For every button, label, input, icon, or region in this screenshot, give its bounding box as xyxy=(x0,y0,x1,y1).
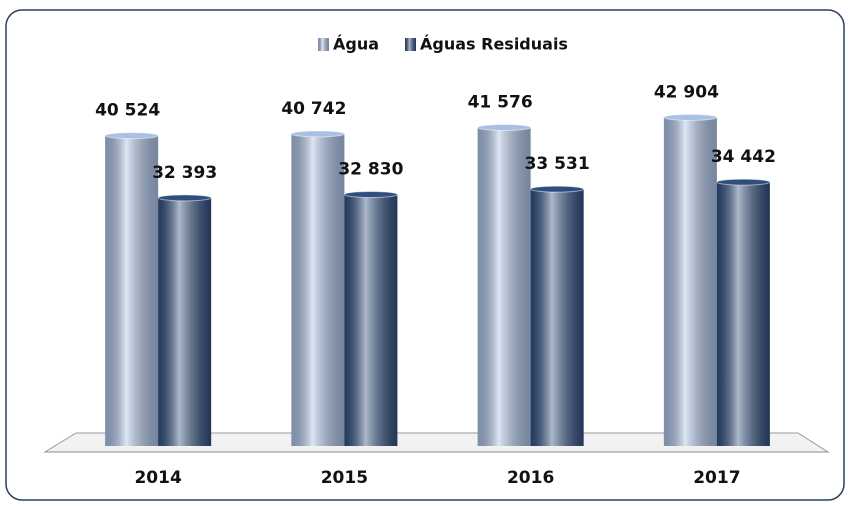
bar-shine xyxy=(716,182,770,446)
legend-label: Água xyxy=(333,35,379,54)
value-label: 41 576 xyxy=(468,93,533,113)
bar-cap xyxy=(530,185,585,193)
bar-shine xyxy=(663,117,717,447)
value-label: 42 904 xyxy=(654,82,719,102)
value-label: 32 393 xyxy=(152,163,217,183)
legend-swatch-shine xyxy=(405,38,416,51)
bar-cap xyxy=(104,132,159,140)
legend-label: Águas Residuais xyxy=(420,35,568,54)
value-label: 40 742 xyxy=(281,99,346,119)
value-label: 40 524 xyxy=(95,101,160,121)
x-tick-label: 2015 xyxy=(321,468,368,488)
legend-swatch-shine xyxy=(318,38,329,51)
bar-cap xyxy=(716,178,771,186)
bar-cap xyxy=(343,191,398,199)
value-label: 33 531 xyxy=(525,154,590,174)
x-tick-label: 2017 xyxy=(693,468,740,488)
bar-cap xyxy=(663,113,718,121)
bar-cap xyxy=(290,130,345,138)
value-label: 32 830 xyxy=(338,160,403,180)
x-tick-label: 2016 xyxy=(507,468,554,488)
bar-shine xyxy=(105,135,159,446)
chart-frame xyxy=(5,9,845,501)
bar-shine xyxy=(530,189,584,447)
bar-shine xyxy=(291,133,345,447)
x-tick-label: 2014 xyxy=(134,468,181,488)
bar-shine xyxy=(158,197,212,446)
value-label: 34 442 xyxy=(711,147,776,167)
bar-shine xyxy=(344,194,398,446)
bar-cap xyxy=(477,124,532,132)
bar-cap xyxy=(157,194,212,202)
bar-shine xyxy=(477,127,531,447)
